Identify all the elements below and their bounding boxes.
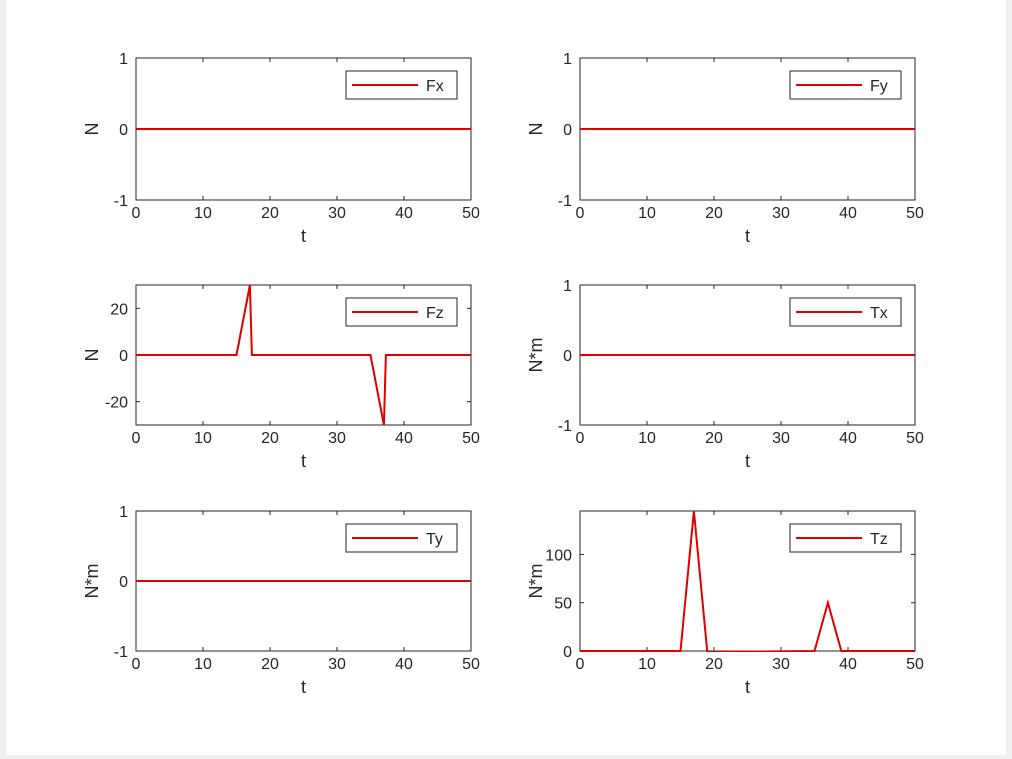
y-tick-label: 1 bbox=[563, 278, 572, 295]
x-tick-label: 50 bbox=[462, 430, 480, 447]
legend-label: Tz bbox=[870, 531, 888, 548]
legend-label: Ty bbox=[426, 531, 443, 548]
x-tick-label: 40 bbox=[395, 205, 413, 222]
legend-label: Fz bbox=[426, 305, 444, 322]
y-tick-label: 0 bbox=[563, 122, 572, 139]
y-tick-label: 100 bbox=[545, 547, 572, 564]
x-axis-label: t bbox=[301, 677, 306, 697]
x-tick-label: 40 bbox=[839, 656, 857, 673]
x-tick-label: 20 bbox=[261, 205, 279, 222]
x-tick-label: 40 bbox=[839, 205, 857, 222]
y-tick-label: -1 bbox=[114, 644, 128, 661]
x-tick-label: 20 bbox=[261, 430, 279, 447]
x-tick-label: 50 bbox=[906, 430, 924, 447]
x-tick-label: 40 bbox=[395, 656, 413, 673]
legend-label: Tx bbox=[870, 305, 888, 322]
x-tick-label: 20 bbox=[261, 656, 279, 673]
y-axis-label: N*m bbox=[82, 564, 102, 599]
x-tick-label: 30 bbox=[328, 205, 346, 222]
x-tick-label: 40 bbox=[395, 430, 413, 447]
x-axis-label: t bbox=[745, 451, 750, 471]
legend-label: Fy bbox=[870, 78, 888, 95]
series-line-fz bbox=[136, 284, 471, 426]
x-tick-label: 50 bbox=[906, 656, 924, 673]
y-tick-label: 20 bbox=[110, 301, 128, 318]
y-tick-label: 1 bbox=[563, 51, 572, 68]
y-axis-label: N*m bbox=[526, 564, 546, 599]
x-axis-label: t bbox=[745, 677, 750, 697]
x-tick-label: 50 bbox=[906, 205, 924, 222]
y-tick-label: -1 bbox=[558, 418, 572, 435]
x-tick-label: 10 bbox=[638, 656, 656, 673]
x-tick-label: 0 bbox=[132, 430, 141, 447]
x-axis-label: t bbox=[301, 451, 306, 471]
y-axis-label: N bbox=[82, 123, 102, 136]
x-tick-label: 10 bbox=[194, 430, 212, 447]
subplot-tz: 0 10 20 30 40 50 0 50 100 t N*m Tz bbox=[526, 510, 924, 697]
y-tick-label: 0 bbox=[119, 574, 128, 591]
x-tick-label: 40 bbox=[839, 430, 857, 447]
x-tick-label: 0 bbox=[132, 205, 141, 222]
y-tick-label: 1 bbox=[119, 504, 128, 521]
x-tick-label: 30 bbox=[328, 656, 346, 673]
subplot-fz: 0 10 20 30 40 50 -20 0 20 t N Fz bbox=[82, 284, 480, 471]
x-tick-label: 0 bbox=[132, 656, 141, 673]
y-tick-label: -1 bbox=[114, 193, 128, 210]
x-tick-label: 0 bbox=[576, 430, 585, 447]
y-tick-label: 0 bbox=[563, 644, 572, 661]
x-tick-label: 10 bbox=[194, 205, 212, 222]
x-tick-label: 10 bbox=[638, 205, 656, 222]
y-tick-label: 0 bbox=[563, 348, 572, 365]
x-tick-label: 50 bbox=[462, 656, 480, 673]
x-tick-label: 20 bbox=[705, 656, 723, 673]
y-tick-label: 1 bbox=[119, 51, 128, 68]
y-axis-label: N bbox=[82, 349, 102, 362]
x-tick-label: 10 bbox=[194, 656, 212, 673]
y-tick-label: 0 bbox=[119, 348, 128, 365]
x-tick-label: 0 bbox=[576, 205, 585, 222]
y-tick-label: 0 bbox=[119, 122, 128, 139]
x-tick-label: 20 bbox=[705, 205, 723, 222]
x-tick-label: 0 bbox=[576, 656, 585, 673]
y-tick-label: -20 bbox=[105, 395, 128, 412]
x-tick-label: 20 bbox=[705, 430, 723, 447]
x-tick-label: 30 bbox=[772, 430, 790, 447]
x-axis-label: t bbox=[745, 226, 750, 246]
x-tick-label: 30 bbox=[772, 205, 790, 222]
y-axis-label: N*m bbox=[526, 338, 546, 373]
legend-label: Fx bbox=[426, 78, 444, 95]
x-tick-label: 30 bbox=[772, 656, 790, 673]
y-tick-label: -1 bbox=[558, 193, 572, 210]
x-tick-label: 30 bbox=[328, 430, 346, 447]
y-tick-label: 50 bbox=[554, 596, 572, 613]
series-line-tz bbox=[580, 510, 915, 652]
x-axis-label: t bbox=[301, 226, 306, 246]
y-axis-label: N bbox=[526, 123, 546, 136]
x-tick-label: 50 bbox=[462, 205, 480, 222]
x-tick-label: 10 bbox=[638, 430, 656, 447]
